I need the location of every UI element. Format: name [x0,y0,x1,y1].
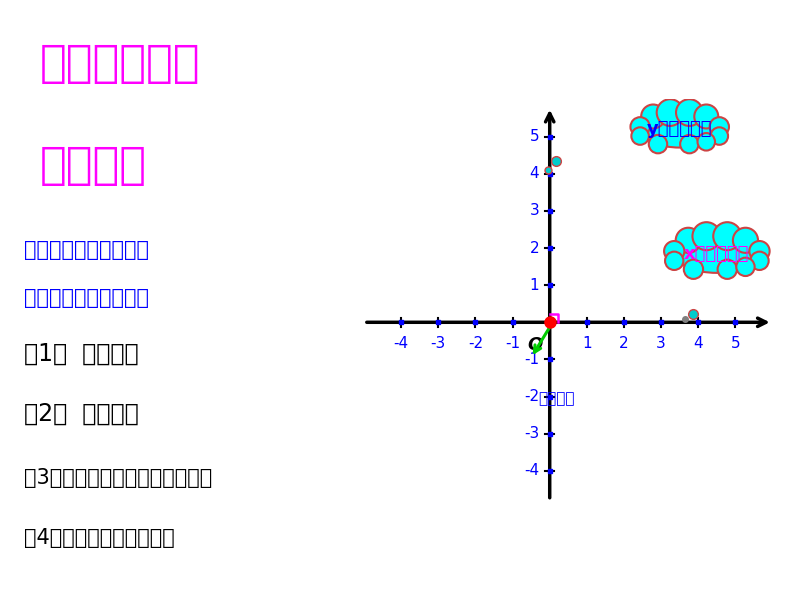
Text: 满足以下条件的两条数: 满足以下条件的两条数 [24,240,149,260]
Text: -1: -1 [524,352,539,367]
Circle shape [710,117,729,137]
Text: 2: 2 [619,337,629,352]
Text: O: O [528,337,543,355]
Text: -4: -4 [524,463,539,478]
Circle shape [676,228,701,253]
Circle shape [676,228,701,253]
Circle shape [684,260,703,279]
Circle shape [649,135,667,154]
Circle shape [750,251,769,270]
Text: 4: 4 [530,166,539,181]
Circle shape [684,260,703,279]
Ellipse shape [675,234,758,273]
Circle shape [641,104,665,128]
Circle shape [630,117,650,137]
Circle shape [733,228,758,253]
Text: （1）  原点重合: （1） 原点重合 [24,342,138,366]
Circle shape [631,127,649,145]
Circle shape [714,222,742,250]
Text: -1: -1 [505,337,520,352]
Circle shape [750,241,770,261]
Ellipse shape [675,234,758,273]
Circle shape [710,127,728,145]
Text: -2: -2 [468,337,483,352]
Text: 3: 3 [530,203,539,218]
Circle shape [680,135,698,154]
Circle shape [649,135,667,154]
Circle shape [693,222,721,250]
Text: （3）通常取向右、向上为正方向: （3）通常取向右、向上为正方向 [24,468,212,488]
Circle shape [710,127,728,145]
Text: -2: -2 [524,389,539,404]
Circle shape [680,135,698,154]
Text: 4: 4 [694,337,703,352]
Text: x轴（横轴）: x轴（横轴） [684,245,750,263]
Circle shape [714,222,742,250]
Text: -4: -4 [394,337,409,352]
Text: 1: 1 [582,337,592,352]
Circle shape [694,104,718,128]
Text: 坐标原点: 坐标原点 [538,391,575,406]
Circle shape [694,104,718,128]
Circle shape [718,260,737,279]
Circle shape [664,241,684,261]
Circle shape [676,99,702,126]
Text: 5: 5 [730,337,740,352]
Circle shape [631,127,649,145]
Ellipse shape [641,111,718,148]
Text: 平面直角坐标: 平面直角坐标 [40,42,201,85]
Circle shape [736,257,754,276]
Circle shape [750,241,770,261]
Circle shape [718,260,737,279]
Circle shape [641,104,665,128]
Circle shape [733,228,758,253]
Text: 系的概念: 系的概念 [40,144,147,187]
Circle shape [630,117,650,137]
Text: （2）  互相垂直: （2） 互相垂直 [24,402,138,426]
Text: -3: -3 [524,426,539,441]
Circle shape [736,257,754,276]
Text: -3: -3 [430,337,446,352]
Text: 轴叫做平面直角坐标系: 轴叫做平面直角坐标系 [24,288,149,308]
Circle shape [698,133,715,151]
Text: 2: 2 [530,241,539,256]
Text: 1: 1 [530,278,539,293]
Circle shape [657,99,683,126]
Text: 5: 5 [530,129,539,144]
Ellipse shape [641,111,718,148]
Circle shape [665,251,683,270]
Text: y轴（纵轴）: y轴（纵轴） [647,120,713,138]
Circle shape [665,251,683,270]
Circle shape [693,222,721,250]
Text: （4）单位长度一般取相同: （4）单位长度一般取相同 [24,528,174,548]
Circle shape [698,133,715,151]
Text: 3: 3 [656,337,666,352]
Circle shape [664,241,684,261]
Circle shape [657,99,683,126]
Circle shape [676,99,702,126]
Circle shape [750,251,769,270]
Circle shape [710,117,729,137]
